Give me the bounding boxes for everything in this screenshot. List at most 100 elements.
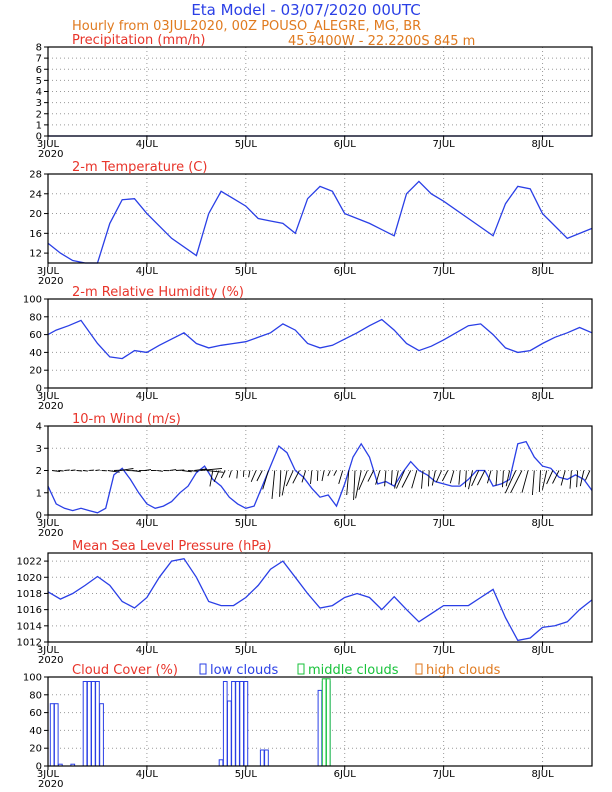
y-tick-label: 28: [29, 170, 42, 181]
plot-frame: [47, 552, 593, 643]
wind-barb: [132, 470, 141, 473]
y-tick-label: 0: [36, 132, 42, 143]
y-tick-label: 3: [36, 98, 42, 109]
y-tick-label: 0: [36, 511, 42, 522]
legend-label: middle clouds: [308, 663, 399, 678]
panel-title: 2-m Relative Humidity (%): [72, 285, 244, 300]
wind-barb: [358, 470, 368, 490]
y-tick-label: 20: [29, 209, 42, 220]
wind-barb: [82, 470, 88, 472]
x-tick-label: 7JUL: [433, 769, 456, 780]
wind-barb: [576, 470, 579, 488]
y-tick-label: 20: [29, 366, 42, 377]
panel-title: Precipitation (mm/h): [72, 33, 205, 48]
cloud-bar: [99, 703, 104, 767]
x-year-label: 2020: [38, 401, 63, 412]
wind-barb: [194, 468, 207, 471]
wind-barb: [531, 470, 535, 496]
wind-barb: [157, 470, 163, 472]
x-tick-label: 4JUL: [136, 139, 159, 150]
y-tick-label: 1022: [17, 557, 42, 568]
x-tick-label: 4JUL: [136, 391, 159, 402]
y-tick-label: 4: [36, 87, 42, 98]
wind-barb: [560, 470, 566, 486]
y-tick-label: 1016: [17, 605, 42, 616]
chart-subtitle: Hourly from 03JUL2020, 00Z POUSO_ALEGRE,…: [72, 19, 421, 34]
wind-barb: [301, 470, 307, 483]
plot-frame: [47, 298, 593, 389]
y-tick-label: 3: [36, 444, 42, 455]
x-year-label: 2020: [38, 655, 63, 666]
y-tick-label: 6: [36, 65, 42, 76]
plot-frame: [47, 173, 593, 264]
wind-barb: [107, 470, 120, 473]
wind-barb: [175, 469, 185, 471]
x-year-label: 2020: [38, 149, 63, 160]
cloud-bar: [227, 700, 232, 767]
legend-swatch: [415, 663, 423, 675]
wind-barb: [394, 470, 399, 489]
cloud-bar: [82, 681, 88, 767]
wind-barb: [256, 470, 263, 482]
wind-barb: [262, 470, 269, 490]
legend-swatch: [199, 663, 207, 675]
x-tick-label: 6JUL: [334, 645, 357, 656]
wind-barb: [70, 469, 76, 471]
x-tick-label: 7JUL: [433, 518, 456, 529]
y-tick-label: 5: [36, 76, 42, 87]
cloud-bar: [49, 703, 55, 767]
wind-barb: [411, 470, 418, 489]
panel-1: [44, 46, 593, 140]
x-tick-label: 8JUL: [531, 266, 554, 277]
wind-barb: [220, 470, 226, 479]
wind-barb: [248, 470, 251, 478]
y-tick-label: 80: [29, 690, 42, 701]
wind-barb: [353, 470, 356, 501]
x-tick-label: 3JUL: [37, 645, 60, 656]
wind-barb: [468, 470, 473, 490]
y-tick-label: 16: [29, 229, 42, 240]
cloud-bar: [91, 681, 96, 767]
x-tick-label: 3JUL: [37, 266, 60, 277]
panel-6: [44, 663, 593, 770]
x-tick-label: 6JUL: [334, 518, 357, 529]
legend-label: low clouds: [210, 663, 279, 678]
wind-barb: [333, 470, 337, 476]
wind-barb: [188, 470, 198, 472]
y-tick-label: 1020: [17, 573, 42, 584]
wind-barb: [569, 470, 572, 489]
wind-barb: [281, 470, 288, 496]
wind-barb: [346, 470, 350, 496]
wind-barb: [541, 470, 548, 490]
panel-2: [44, 173, 593, 267]
y-tick-label: 7: [36, 54, 42, 65]
plot-frame: [47, 676, 593, 767]
x-tick-label: 3JUL: [37, 518, 60, 529]
wind-barb: [384, 470, 387, 487]
wind-barb: [271, 470, 276, 499]
cloud-bar: [231, 681, 236, 767]
wind-barb: [321, 470, 325, 482]
x-tick-label: 5JUL: [235, 391, 258, 402]
wind-barb: [169, 469, 177, 471]
y-tick-label: 2: [36, 466, 42, 477]
panel-5: [44, 552, 593, 646]
x-tick-label: 4JUL: [136, 769, 159, 780]
y-tick-label: 1: [36, 488, 42, 499]
wind-barb: [279, 470, 282, 497]
cloud-bar: [317, 689, 323, 767]
x-tick-label: 5JUL: [235, 266, 258, 277]
cloud-bar: [259, 749, 265, 767]
wind-barb: [449, 470, 455, 484]
wind-barb: [292, 470, 300, 484]
wind-barb: [206, 470, 224, 473]
y-tick-label: 8: [36, 43, 42, 54]
wind-barb: [458, 470, 461, 485]
cloud-bar: [95, 681, 100, 767]
x-tick-label: 4JUL: [136, 645, 159, 656]
x-tick-label: 5JUL: [235, 139, 258, 150]
wind-barb: [471, 470, 480, 487]
y-tick-label: 4: [36, 422, 42, 433]
wind-barb: [495, 470, 498, 486]
